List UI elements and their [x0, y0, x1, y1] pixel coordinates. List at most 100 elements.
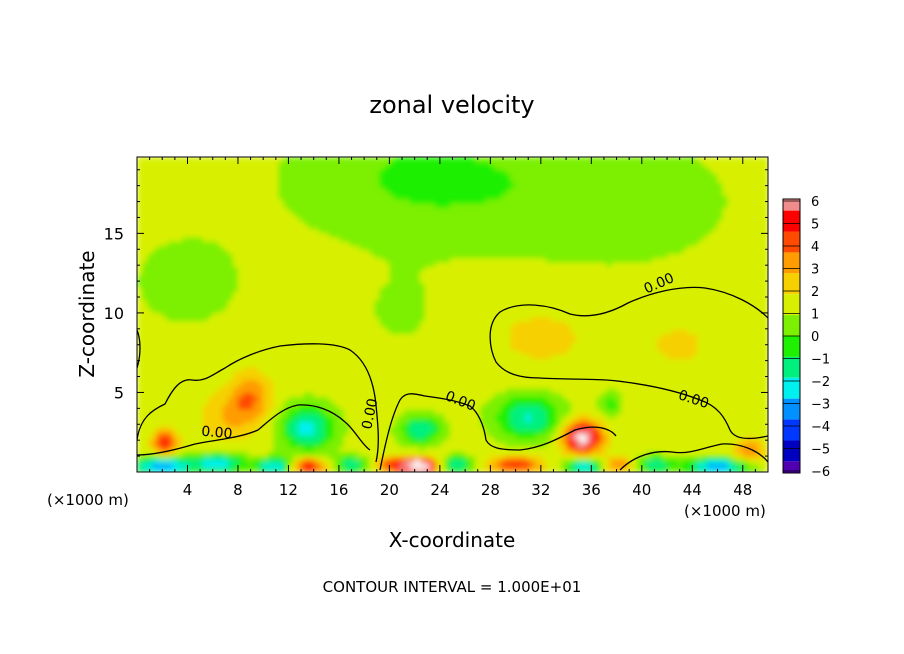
- field-cell: [278, 430, 284, 435]
- field-cell: [263, 409, 269, 414]
- field-cell: [283, 362, 290, 368]
- field-cell: [182, 304, 189, 309]
- field-cell: [227, 421, 234, 427]
- field-cell: [157, 430, 163, 435]
- field-cell: [273, 434, 279, 439]
- field-cell: [212, 425, 219, 431]
- field-cell: [601, 362, 608, 368]
- field-cell: [374, 383, 380, 389]
- field-cell: [722, 333, 729, 339]
- field-cell: [187, 430, 194, 435]
- field-cell: [268, 375, 274, 381]
- field-cell: [419, 308, 426, 313]
- field-cell: [520, 350, 527, 355]
- field-cell: [359, 413, 365, 418]
- field-cell: [217, 308, 224, 313]
- field-cell: [349, 320, 355, 326]
- field-cell: [414, 421, 421, 427]
- field-cell: [207, 459, 214, 465]
- field-cell: [737, 346, 744, 351]
- field-cell: [737, 425, 744, 431]
- field-cell: [369, 371, 375, 376]
- field-cell: [631, 383, 638, 389]
- field-cell: [217, 451, 224, 456]
- field-cell: [333, 316, 340, 322]
- field-cell: [328, 337, 335, 343]
- field-cell: [293, 396, 300, 402]
- field-cell: [429, 467, 436, 472]
- field-cell: [667, 451, 673, 456]
- field-cell: [631, 421, 638, 427]
- field-cell: [702, 341, 709, 347]
- field-cell: [278, 362, 284, 368]
- field-cell: [485, 455, 491, 460]
- field-cell: [626, 354, 633, 360]
- field-cell: [596, 316, 603, 322]
- field-cell: [747, 421, 754, 427]
- field-cell: [313, 467, 320, 472]
- field-cell: [712, 329, 719, 334]
- field-cell: [253, 400, 259, 406]
- field-cell: [404, 467, 411, 472]
- field-cell: [505, 358, 512, 364]
- field-cell: [152, 396, 158, 402]
- field-cell: [333, 371, 340, 376]
- field-cell: [449, 371, 456, 376]
- field-cell: [424, 333, 431, 339]
- field-cell: [495, 346, 502, 351]
- field-cell: [399, 358, 406, 364]
- field-cell: [727, 463, 734, 469]
- field-cell: [747, 413, 754, 418]
- field-cell: [232, 350, 239, 355]
- field-cell: [192, 316, 199, 322]
- field-cell: [687, 316, 693, 322]
- field-cell: [530, 467, 537, 472]
- field-cell: [207, 375, 214, 381]
- field-cell: [202, 304, 209, 309]
- field-cell: [268, 409, 274, 414]
- field-cell: [535, 371, 542, 376]
- field-cell: [485, 392, 491, 397]
- field-cell: [616, 434, 623, 439]
- field-cell: [379, 421, 385, 427]
- field-cell: [323, 358, 330, 364]
- field-cell: [535, 350, 542, 355]
- field-cell: [737, 320, 744, 326]
- field-cell: [545, 371, 552, 376]
- field-cell: [192, 383, 199, 389]
- field-cell: [631, 304, 638, 309]
- field-cell: [268, 325, 274, 330]
- field-cell: [485, 430, 491, 435]
- field-cell: [646, 442, 653, 448]
- field-cell: [449, 434, 456, 439]
- field-cell: [212, 383, 219, 389]
- field-cell: [606, 392, 613, 397]
- field-cell: [550, 383, 557, 389]
- field-cell: [561, 404, 567, 410]
- field-cell: [389, 430, 396, 435]
- field-cell: [283, 434, 290, 439]
- field-cell: [465, 434, 471, 439]
- field-cell: [197, 312, 204, 318]
- field-cell: [212, 400, 219, 406]
- field-cell: [212, 367, 219, 372]
- field-cell: [515, 379, 522, 385]
- field-cell: [369, 425, 375, 431]
- field-cell: [485, 304, 491, 309]
- field-cell: [601, 446, 608, 452]
- field-cell: [147, 404, 153, 410]
- field-cell: [354, 442, 360, 448]
- field-cell: [248, 388, 254, 393]
- field-cell: [328, 304, 335, 309]
- field-cell: [697, 320, 703, 326]
- field-cell: [389, 392, 396, 397]
- field-cell: [515, 417, 522, 423]
- field-cell: [500, 333, 507, 339]
- field-cell: [596, 459, 603, 465]
- field-cell: [500, 434, 507, 439]
- field-cell: [626, 341, 633, 347]
- field-cell: [485, 333, 491, 339]
- field-cell: [232, 312, 239, 318]
- field-cell: [732, 337, 739, 343]
- field-cell: [702, 320, 709, 326]
